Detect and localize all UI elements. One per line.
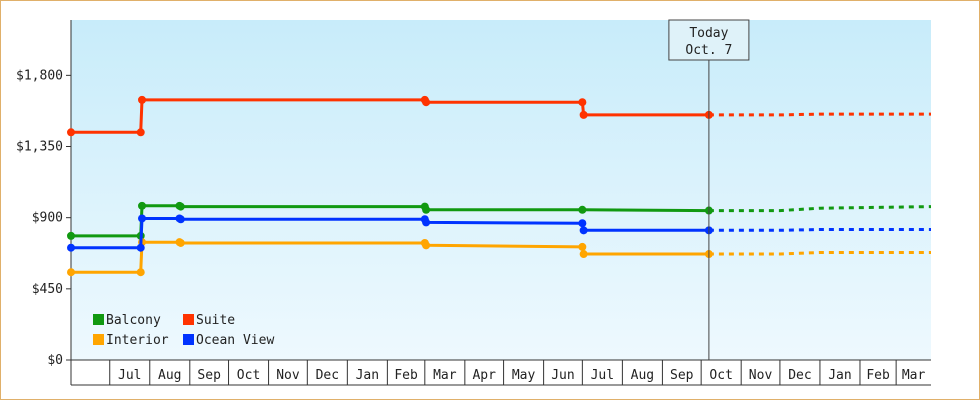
x-tick-label: Oct [709, 368, 732, 383]
legend-label: Suite [196, 313, 235, 328]
data-point [422, 98, 431, 107]
y-tick-label: $450 [32, 282, 63, 297]
data-point [138, 214, 147, 223]
today-callout [668, 19, 750, 61]
x-tick-label: Dec [316, 368, 339, 383]
x-tick-label: Jan [828, 368, 851, 383]
x-tick-label: Sep [670, 368, 694, 383]
plot-area [71, 20, 931, 360]
x-tick-label: Sep [197, 368, 221, 383]
data-point [67, 128, 75, 137]
today-label: Today [689, 26, 728, 41]
data-point [138, 201, 147, 210]
data-point [579, 250, 588, 259]
data-point [578, 219, 587, 228]
x-tick-label: Apr [472, 368, 496, 383]
data-point [136, 243, 145, 252]
x-tick-label: Nov [749, 368, 773, 383]
data-point [579, 110, 588, 119]
y-tick-label: $1,350 [16, 140, 63, 155]
x-tick-label: Feb [866, 368, 890, 383]
legend-item: Balcony [93, 313, 161, 328]
data-point [136, 268, 145, 277]
x-tick-label: Jun [551, 368, 574, 383]
legend-swatch [183, 314, 194, 325]
series-forecast-line [708, 251, 931, 256]
x-tick-label: Jan [356, 368, 379, 383]
x-tick-label: Feb [394, 368, 418, 383]
data-point [176, 202, 185, 211]
legend-label: Ocean View [196, 333, 274, 348]
x-tick-label: Mar [902, 368, 926, 383]
x-tick-label: Oct [237, 368, 260, 383]
data-point [67, 231, 75, 240]
data-point [176, 215, 185, 224]
data-point [422, 241, 431, 250]
legend-label: Interior [106, 333, 169, 348]
series-forecast-line [708, 112, 931, 117]
series-ocean-view [67, 214, 931, 252]
data-point [422, 218, 431, 227]
data-point [136, 128, 145, 137]
legend-item: Interior [93, 333, 169, 348]
x-tick-label: Aug [158, 368, 181, 383]
y-tick-label: $0 [47, 353, 63, 368]
data-point [422, 205, 431, 214]
x-tick-label: Mar [433, 368, 457, 383]
x-tick-label: Jul [118, 368, 141, 383]
data-point [176, 238, 185, 247]
data-point [578, 242, 587, 251]
y-tick-label: $1,800 [16, 68, 63, 83]
data-point [578, 98, 587, 107]
x-tick-label: Dec [788, 368, 811, 383]
series-forecast-line [708, 205, 932, 213]
legend-swatch [93, 314, 104, 325]
legend-swatch [183, 334, 194, 345]
series-forecast-line [708, 228, 931, 232]
y-tick-label: $900 [32, 211, 63, 226]
legend-label: Balcony [106, 313, 161, 328]
x-tick-label: Jul [591, 368, 614, 383]
data-point [138, 95, 147, 104]
x-tick-label: Aug [631, 368, 654, 383]
data-point [578, 205, 587, 214]
series-suite [67, 95, 931, 137]
today-date: Oct. 7 [685, 43, 732, 58]
data-point [579, 226, 588, 235]
data-point [67, 243, 75, 252]
legend-item: Suite [183, 313, 235, 328]
legend-swatch [93, 334, 104, 345]
legend-item: Ocean View [183, 333, 274, 348]
x-tick-label: May [512, 368, 536, 383]
data-point [67, 268, 75, 277]
x-tick-label: Nov [276, 368, 300, 383]
